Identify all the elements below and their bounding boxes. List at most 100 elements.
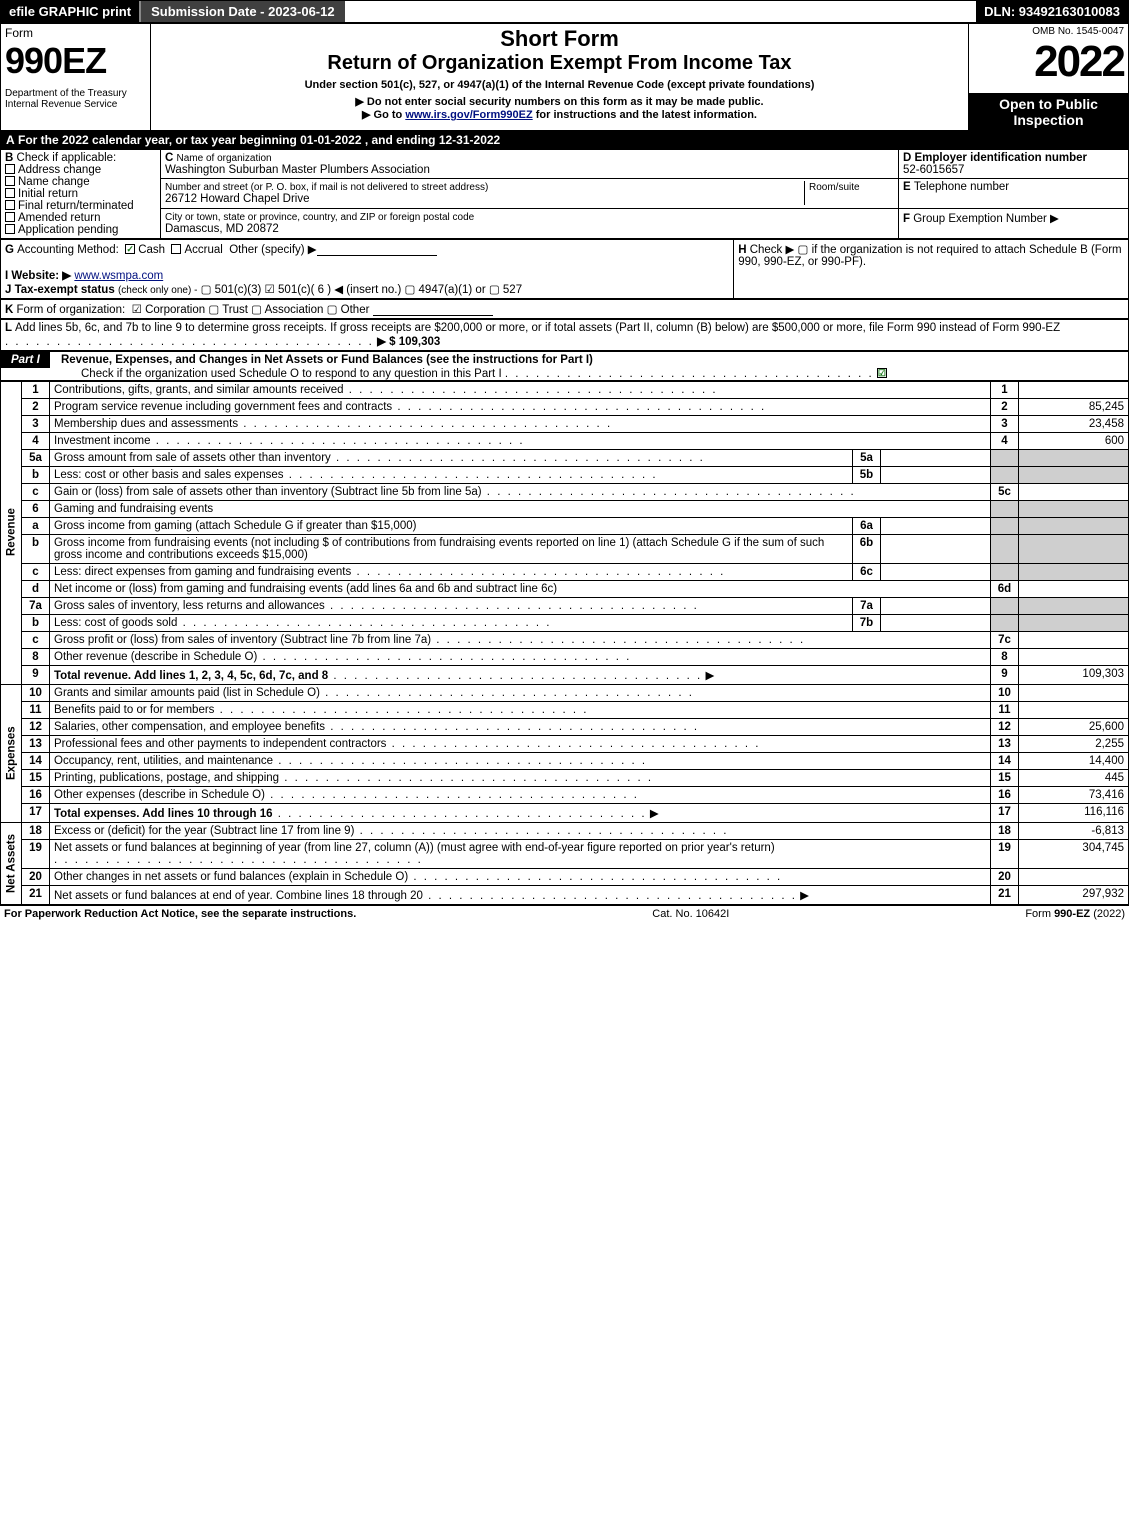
ln-6d-refno: 6d	[991, 580, 1019, 597]
l-amount: ▶ $ 109,303	[377, 336, 440, 348]
ln-6c-no: c	[22, 563, 50, 580]
opt-name-change: Name change	[18, 176, 90, 188]
ln-10-no: 10	[22, 684, 50, 701]
ln-20-no: 20	[22, 868, 50, 885]
ln-2-refno: 2	[991, 398, 1019, 415]
d-label: Employer identification number	[915, 152, 1088, 164]
ln-11-no: 11	[22, 701, 50, 718]
ln-12-value: 25,600	[1019, 718, 1129, 735]
ln-1-value	[1019, 381, 1129, 398]
ln-9-text: Total revenue. Add lines 1, 2, 3, 4, 5c,…	[54, 670, 328, 682]
ln-7c-refno: 7c	[991, 631, 1019, 648]
ln-4-text: Investment income	[54, 435, 151, 447]
ln-7b-no: b	[22, 614, 50, 631]
ln-17-text: Total expenses. Add lines 10 through 16	[54, 808, 273, 820]
city-value: Damascus, MD 20872	[165, 223, 279, 235]
ln-19-value: 304,745	[1019, 839, 1129, 868]
k-options: ☑ Corporation ▢ Trust ▢ Association ▢ Ot…	[132, 304, 370, 316]
ln-17-arrow: ▶	[650, 808, 659, 820]
ln-5c-refno: 5c	[991, 483, 1019, 500]
ein-value: 52-6015657	[903, 164, 964, 176]
ln-11-refno: 11	[991, 701, 1019, 718]
opt-accrual: Accrual	[184, 244, 222, 256]
ln-14-refno: 14	[991, 752, 1019, 769]
ln-21-arrow: ▶	[800, 890, 809, 902]
ln-6a-no: a	[22, 517, 50, 534]
ln-3-refno: 3	[991, 415, 1019, 432]
cb-name-change[interactable]	[5, 176, 15, 186]
ln-14-no: 14	[22, 752, 50, 769]
l-text: Add lines 5b, 6c, and 7b to line 9 to de…	[15, 322, 1060, 334]
ln-6b-text: Gross income from fundraising events (no…	[54, 537, 824, 561]
ln-13-text: Professional fees and other payments to …	[54, 738, 386, 750]
part-1-heading: Revenue, Expenses, and Changes in Net As…	[53, 354, 593, 366]
go-to-prefix: ▶ Go to	[362, 109, 405, 121]
cb-final-return[interactable]	[5, 200, 15, 210]
other-specify-line[interactable]	[317, 244, 437, 256]
ln-6c-text: Less: direct expenses from gaming and fu…	[54, 566, 351, 578]
form-number-block: Form 990EZ	[5, 26, 146, 82]
footer-catno: Cat. No. 10642I	[652, 908, 729, 920]
e-label: Telephone number	[914, 181, 1009, 193]
street-value: 26712 Howard Chapel Drive	[165, 193, 309, 205]
street-label: Number and street (or P. O. box, if mail…	[165, 182, 488, 193]
opt-amended-return: Amended return	[18, 212, 100, 224]
section-net-assets: Net Assets	[1, 822, 22, 904]
j-options: ▢ 501(c)(3) ☑ 501(c)( 6 ) ◀ (insert no.)…	[201, 284, 522, 296]
ln-7c-no: c	[22, 631, 50, 648]
cb-initial-return[interactable]	[5, 188, 15, 198]
ln-3-text: Membership dues and assessments	[54, 418, 238, 430]
ln-3-value: 23,458	[1019, 415, 1129, 432]
section-expenses: Expenses	[1, 684, 22, 822]
ln-6-text: Gaming and fundraising events	[50, 500, 991, 517]
ln-5a-mid: 5a	[853, 449, 881, 466]
ln-6a-text: Gross income from gaming (attach Schedul…	[54, 520, 416, 532]
ln-20-refno: 20	[991, 868, 1019, 885]
ln-5b-text: Less: cost or other basis and sales expe…	[54, 469, 284, 481]
title-short-form: Short Form	[155, 26, 964, 52]
open-to-public-box: Open to Public Inspection	[969, 93, 1129, 130]
ln-21-text: Net assets or fund balances at end of ye…	[54, 890, 423, 902]
part-1-label: Part I	[1, 352, 50, 368]
ln-16-text: Other expenses (describe in Schedule O)	[54, 789, 265, 801]
cb-accrual[interactable]	[171, 244, 181, 254]
efile-label[interactable]: efile GRAPHIC print	[1, 1, 139, 22]
ln-12-refno: 12	[991, 718, 1019, 735]
k-label: Form of organization:	[17, 304, 126, 316]
ln-6b-mid: 6b	[853, 534, 881, 563]
cb-amended-return[interactable]	[5, 212, 15, 222]
cb-cash[interactable]: ✓	[125, 244, 135, 254]
ln-9-value: 109,303	[1019, 665, 1129, 684]
i-label: Website: ▶	[11, 270, 71, 282]
cb-schedule-o[interactable]: ☑	[877, 368, 887, 378]
footer-formref: Form 990-EZ (2022)	[1025, 908, 1125, 920]
ln-6d-text: Net income or (loss) from gaming and fun…	[54, 583, 557, 595]
instructions-link[interactable]: www.irs.gov/Form990EZ	[405, 109, 532, 121]
gh-block: G Accounting Method: ✓Cash Accrual Other…	[0, 239, 1129, 299]
ln-2-value: 85,245	[1019, 398, 1129, 415]
opt-final-return: Final return/terminated	[18, 200, 134, 212]
ln-7a-text: Gross sales of inventory, less returns a…	[54, 600, 325, 612]
opt-initial-return: Initial return	[18, 188, 78, 200]
ln-5c-value	[1019, 483, 1129, 500]
footer-right-pre: Form	[1025, 908, 1054, 920]
ln-15-value: 445	[1019, 769, 1129, 786]
ln-6d-no: d	[22, 580, 50, 597]
cb-address-change[interactable]	[5, 164, 15, 174]
ln-6a-mid: 6a	[853, 517, 881, 534]
ln-1-no: 1	[22, 381, 50, 398]
omb-number: OMB No. 1545-0047	[973, 26, 1124, 37]
k-other-line[interactable]	[373, 304, 493, 316]
ln-7a-no: 7a	[22, 597, 50, 614]
ln-5c-text: Gain or (loss) from sale of assets other…	[54, 486, 482, 498]
website-link[interactable]: www.wsmpa.com	[74, 270, 163, 282]
cb-application-pending[interactable]	[5, 224, 15, 234]
ln-18-value: -6,813	[1019, 822, 1129, 839]
ln-6b-no: b	[22, 534, 50, 563]
ln-16-refno: 16	[991, 786, 1019, 803]
c-label: Name of organization	[177, 153, 272, 164]
ln-15-refno: 15	[991, 769, 1019, 786]
ln-4-no: 4	[22, 432, 50, 449]
ln-8-no: 8	[22, 648, 50, 665]
part-1-check-text: Check if the organization used Schedule …	[1, 368, 502, 380]
